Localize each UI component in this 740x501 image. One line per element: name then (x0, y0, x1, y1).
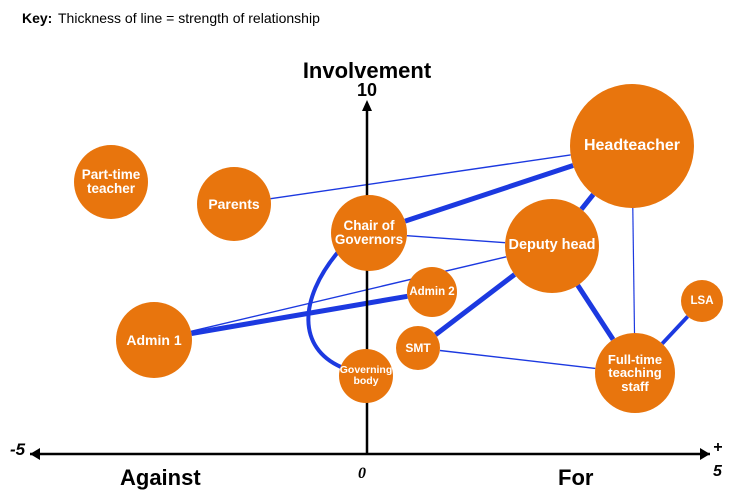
svg-text:Thickness of line = strength o: Thickness of line = strength of relation… (58, 10, 320, 26)
svg-text:0: 0 (358, 465, 366, 482)
svg-text:Key:: Key: (22, 10, 52, 26)
